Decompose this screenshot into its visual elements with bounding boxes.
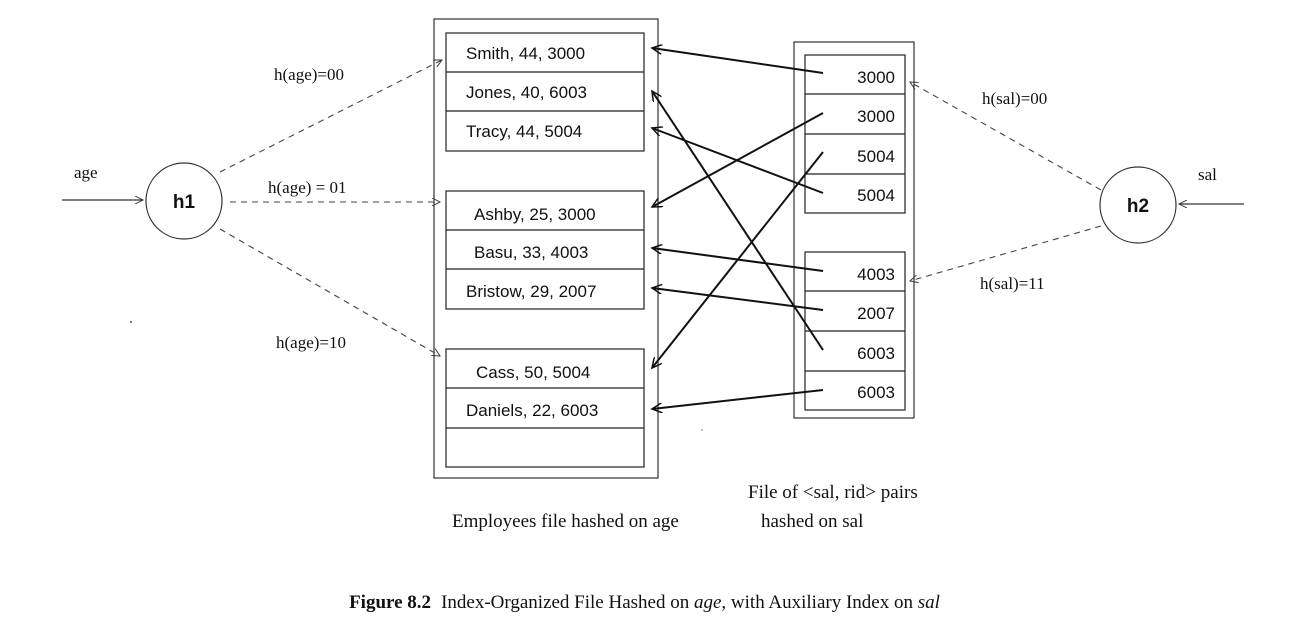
edge-label-age-10: h(age)=10 <box>276 333 346 352</box>
sal-entry: 3000 <box>857 68 895 87</box>
edge-label-sal-11: h(sal)=11 <box>980 274 1045 293</box>
edge-h1-bucket-3 <box>219 228 440 356</box>
sal-entry: 5004 <box>857 147 895 166</box>
hash-node-h2: h2 <box>1099 166 1177 244</box>
employee-record: Basu, 33, 4003 <box>474 243 588 262</box>
employee-record: Daniels, 22, 6003 <box>466 401 598 420</box>
employee-record: Smith, 44, 3000 <box>466 44 585 63</box>
caption-part-2: , with Auxiliary Index on <box>721 592 918 613</box>
employees-file-label: Employees file hashed on age <box>452 511 679 532</box>
employee-record: Cass, 50, 5004 <box>476 363 590 382</box>
scan-speck <box>130 321 132 323</box>
caption-term-age: age <box>693 592 722 613</box>
figure-caption: Figure 8.2 Index-Organized File Hashed on… <box>0 592 1289 614</box>
employee-record: Bristow, 29, 2007 <box>466 282 596 301</box>
rid-pointer <box>652 91 824 351</box>
caption-part-1: Index-Organized File Hashed on <box>441 592 694 613</box>
sal-file-label-line2: hashed on sal <box>761 511 863 532</box>
edge-h2-sal-bucket-2 <box>910 225 1102 281</box>
caption-term-sal: sal <box>917 592 940 613</box>
employee-record: Ashby, 25, 3000 <box>474 205 596 224</box>
sal-input-label: sal <box>1198 165 1217 184</box>
sal-bucket-1: 3000 3000 5004 5004 <box>804 54 906 214</box>
edge-label-age-00: h(age)=00 <box>274 65 344 84</box>
rid-pointer <box>652 288 824 311</box>
edge-h1-bucket-1 <box>219 59 442 173</box>
rid-pointers <box>652 48 824 409</box>
sal-entry: 2007 <box>857 304 895 323</box>
sal-entry: 3000 <box>857 107 895 126</box>
employee-bucket-1: Smith, 44, 3000 Jones, 40, 6003 Tracy, 4… <box>445 32 645 152</box>
sal-file-label: File of <sal, rid> pairs <box>748 482 918 503</box>
sal-entry: 6003 <box>857 383 895 402</box>
sal-entry: 6003 <box>857 344 895 363</box>
employee-bucket-2: Ashby, 25, 3000 Basu, 33, 4003 Bristow, … <box>445 190 645 310</box>
employee-bucket-3: Cass, 50, 5004 Daniels, 22, 6003 <box>445 348 645 468</box>
sal-file-box <box>793 41 915 419</box>
h1-label: h1 <box>173 192 196 213</box>
edge-h2-sal-bucket-1 <box>910 82 1102 191</box>
employee-record: Tracy, 44, 5004 <box>466 122 582 141</box>
hash-node-h1: h1 <box>145 162 223 240</box>
h2-label: h2 <box>1127 196 1149 217</box>
sal-entry: 4003 <box>857 265 895 284</box>
rid-pointer <box>652 48 824 74</box>
edge-label-age-01: h(age) = 01 <box>268 178 347 197</box>
sal-entry: 5004 <box>857 186 895 205</box>
edge-label-sal-00: h(sal)=00 <box>982 89 1047 108</box>
rid-pointer <box>652 248 824 272</box>
employee-record: Jones, 40, 6003 <box>466 83 587 102</box>
rid-pointer <box>652 389 824 409</box>
age-input-label: age <box>74 163 98 182</box>
scan-speck <box>701 429 703 431</box>
rid-pointer <box>652 128 824 194</box>
sal-bucket-2: 4003 2007 6003 6003 <box>804 251 906 411</box>
figure-number: Figure 8.2 <box>349 592 432 613</box>
